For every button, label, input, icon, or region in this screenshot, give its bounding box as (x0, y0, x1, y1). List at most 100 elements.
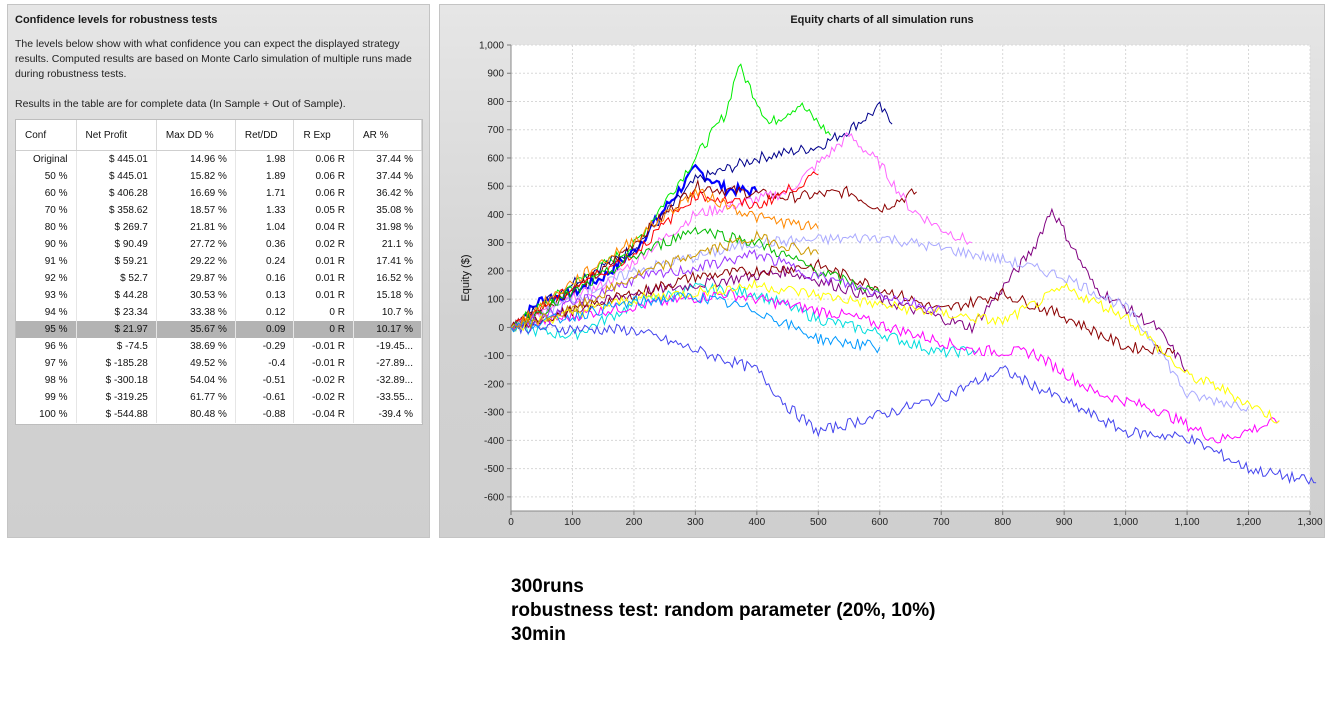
table-cell: 80 % (16, 219, 77, 236)
x-tick-label: 1,300 (1297, 517, 1322, 528)
table-cell: 21.81 % (156, 219, 236, 236)
table-cell: 10.7 % (353, 304, 423, 321)
table-cell: 31.98 % (353, 219, 423, 236)
table-cell: -0.02 R (293, 389, 354, 406)
table-cell: 96 % (16, 338, 77, 355)
y-tick-label: -500 (484, 464, 504, 475)
table-row[interactable]: 99 % $ -319.25 61.77 % -0.61 -0.02 R -33.55..… (16, 389, 423, 406)
y-tick-label: 300 (487, 238, 504, 249)
column-header[interactable]: Conf (16, 120, 77, 151)
table-cell: 0.06 R (293, 168, 354, 185)
y-tick-label: 500 (487, 182, 504, 193)
table-cell: 49.52 % (156, 355, 236, 372)
table-row[interactable]: 80 % $ 269.7 21.81 % 1.04 0.04 R 31.98 % (16, 219, 423, 236)
table-cell: 98 % (16, 372, 77, 389)
table-cell: 0.09 (235, 321, 295, 338)
table-row[interactable]: 92 % $ 52.7 29.87 % 0.16 0.01 R 16.52 % (16, 270, 423, 287)
column-header[interactable]: Net Profit (76, 120, 157, 151)
table-cell: -0.51 (235, 372, 295, 389)
column-header[interactable]: AR % (353, 120, 423, 151)
table-cell: Original (16, 150, 77, 168)
x-tick-label: 400 (749, 517, 766, 528)
table-cell: 0 R (293, 321, 354, 338)
table-cell: 0.01 R (293, 253, 354, 270)
table-cell: $ -319.25 (76, 389, 157, 406)
caption-test: robustness test: random parameter (20%, … (511, 600, 936, 621)
table-cell: 0.06 R (293, 150, 354, 168)
table-cell: 61.77 % (156, 389, 236, 406)
x-tick-label: 1,100 (1175, 517, 1200, 528)
table-row[interactable]: 95 % $ 21.97 35.67 % 0.09 0 R 10.17 % (16, 321, 423, 338)
table-cell: $ -185.28 (76, 355, 157, 372)
y-tick-label: -300 (484, 408, 504, 419)
table-cell: 27.72 % (156, 236, 236, 253)
table-row[interactable]: 96 % $ -74.5 38.69 % -0.29 -0.01 R -19.45... (16, 338, 423, 355)
x-tick-label: 900 (1056, 517, 1073, 528)
table-cell: 37.44 % (353, 168, 423, 185)
table-row[interactable]: 50 % $ 445.01 15.82 % 1.89 0.06 R 37.44 % (16, 168, 423, 185)
equity-series-line (510, 187, 819, 329)
table-cell: 0.24 (235, 253, 295, 270)
y-tick-label: 0 (498, 323, 504, 334)
table-row[interactable]: 60 % $ 406.28 16.69 % 1.71 0.06 R 36.42 % (16, 185, 423, 202)
x-tick-label: 100 (564, 517, 581, 528)
table-row[interactable]: 94 % $ 23.34 33.38 % 0.12 0 R 10.7 % (16, 304, 423, 321)
table-cell: 0.12 (235, 304, 295, 321)
table-cell: 1.33 (235, 202, 295, 219)
table-cell: 0.04 R (293, 219, 354, 236)
confidence-table: Conf Net Profit Max DD % Ret/DD R Exp AR % Or… (16, 120, 423, 423)
table-cell: -0.02 R (293, 372, 354, 389)
table-cell: 97 % (16, 355, 77, 372)
panel-note: Results in the table are for complete da… (15, 98, 346, 110)
equity-series-line (510, 63, 832, 332)
table-row[interactable]: 90 % $ 90.49 27.72 % 0.36 0.02 R 21.1 % (16, 236, 423, 253)
table-cell: $ 90.49 (76, 236, 157, 253)
table-cell: 92 % (16, 270, 77, 287)
table-body: Original $ 445.01 14.96 % 1.98 0.06 R 37.44 %… (16, 150, 423, 423)
table-cell: 35.67 % (156, 321, 236, 338)
table-row[interactable]: 70 % $ 358.62 18.57 % 1.33 0.05 R 35.08 % (16, 202, 423, 219)
x-tick-label: 500 (810, 517, 827, 528)
y-tick-label: -600 (484, 492, 504, 503)
chart-title: Equity charts of all simulation runs (790, 14, 974, 26)
table-cell: -0.01 R (293, 355, 354, 372)
table-cell: -0.61 (235, 389, 295, 406)
y-tick-label: -400 (484, 436, 504, 447)
equity-series-line (510, 249, 942, 331)
x-tick-label: 0 (508, 517, 514, 528)
y-tick-label: 600 (487, 153, 504, 164)
y-tick-label: 900 (487, 69, 504, 80)
table-cell: 10.17 % (353, 321, 423, 338)
y-tick-label: 700 (487, 125, 504, 136)
column-header[interactable]: R Exp (293, 120, 354, 151)
column-header[interactable]: Max DD % (156, 120, 236, 151)
table-row[interactable]: 97 % $ -185.28 49.52 % -0.4 -0.01 R -27.89... (16, 355, 423, 372)
table-cell: $ -74.5 (76, 338, 157, 355)
table-cell: 93 % (16, 287, 77, 304)
table-cell: $ 44.28 (76, 287, 157, 304)
confidence-table-container[interactable]: Conf Net Profit Max DD % Ret/DD R Exp AR % Or… (15, 119, 423, 425)
table-header: Conf Net Profit Max DD % Ret/DD R Exp AR % (16, 120, 423, 151)
y-tick-label: 100 (487, 295, 504, 306)
equity-series-line (510, 232, 1249, 412)
table-row[interactable]: 98 % $ -300.18 54.04 % -0.51 -0.02 R -32.89..… (16, 372, 423, 389)
table-cell: 100 % (16, 406, 77, 423)
table-cell: $ 52.7 (76, 270, 157, 287)
column-header[interactable]: Ret/DD (235, 120, 295, 151)
x-tick-label: 1,200 (1236, 517, 1261, 528)
table-row[interactable]: 100 % $ -544.88 80.48 % -0.88 -0.04 R -39.4 % (16, 406, 423, 423)
caption-runs: 300runs (511, 576, 584, 597)
table-cell: 1.89 (235, 168, 295, 185)
x-tick-label: 300 (687, 517, 704, 528)
table-cell: 1.98 (235, 150, 295, 168)
caption-timeframe: 30min (511, 624, 566, 645)
x-tick-label: 1,000 (1113, 517, 1138, 528)
equity-series-line (510, 171, 819, 331)
table-cell: 95 % (16, 321, 77, 338)
table-row[interactable]: Original $ 445.01 14.96 % 1.98 0.06 R 37.44 % (16, 150, 423, 168)
table-row[interactable]: 91 % $ 59.21 29.22 % 0.24 0.01 R 17.41 % (16, 253, 423, 270)
confidence-panel: Confidence levels for robustness tests T… (7, 4, 430, 538)
table-row[interactable]: 93 % $ 44.28 30.53 % 0.13 0.01 R 15.18 % (16, 287, 423, 304)
table-cell: 0.36 (235, 236, 295, 253)
table-cell: 0.01 R (293, 270, 354, 287)
